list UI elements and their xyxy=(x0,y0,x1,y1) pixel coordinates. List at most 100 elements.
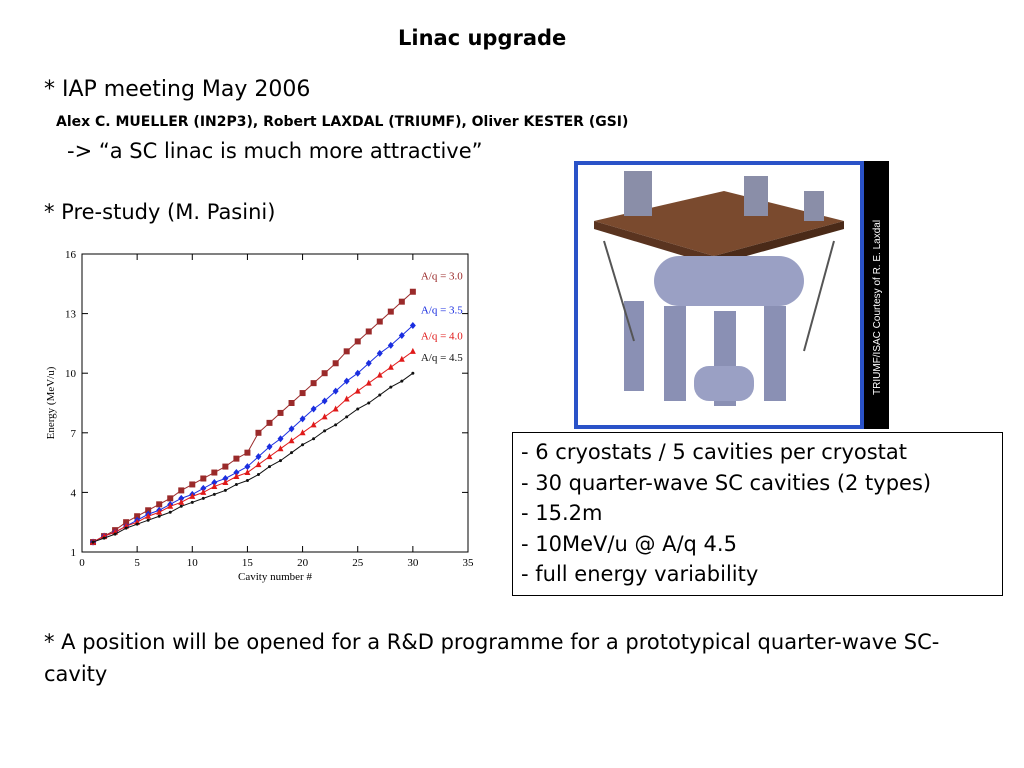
data-point xyxy=(321,370,328,377)
data-point xyxy=(277,435,284,443)
data-point xyxy=(323,429,327,433)
data-point xyxy=(244,463,251,471)
data-point xyxy=(301,443,305,447)
data-point xyxy=(266,453,273,460)
quote: -> “a SC linac is much more attractive” xyxy=(67,139,483,163)
caption-strip xyxy=(864,161,889,429)
data-point xyxy=(256,473,260,477)
y-tick-label: 4 xyxy=(71,487,77,499)
data-point xyxy=(378,393,382,397)
data-point xyxy=(211,478,218,486)
cryostat-photo: TRIUMF/ISAC Courtesy of R. E. Laxdal xyxy=(574,161,889,429)
y-tick-label: 10 xyxy=(65,368,77,380)
data-point xyxy=(189,492,196,499)
data-point xyxy=(178,487,185,494)
series-line xyxy=(92,325,414,543)
data-point xyxy=(167,495,174,502)
data-point xyxy=(376,318,383,325)
cryostat-drawing xyxy=(594,171,844,406)
info-line: - 6 cryostats / 5 cavities per cryostat xyxy=(521,440,907,464)
data-point xyxy=(244,449,251,456)
data-point xyxy=(134,513,141,520)
data-point xyxy=(299,415,306,423)
data-point xyxy=(113,532,117,536)
data-point xyxy=(409,288,416,295)
data-point xyxy=(255,429,262,436)
data-point xyxy=(233,469,240,477)
x-tick-label: 20 xyxy=(297,557,309,569)
data-point xyxy=(245,478,249,482)
data-point xyxy=(178,494,185,502)
info-line: - 15.2m xyxy=(521,501,603,525)
data-point xyxy=(365,379,372,386)
data-point xyxy=(387,308,394,315)
data-point xyxy=(376,371,383,378)
data-point xyxy=(266,443,273,451)
data-point xyxy=(91,540,95,544)
data-point xyxy=(277,409,284,416)
info-line: - 30 quarter-wave SC cavities (2 types) xyxy=(521,470,932,495)
data-point xyxy=(200,475,207,482)
data-point xyxy=(279,459,283,463)
data-point xyxy=(356,407,360,411)
data-point xyxy=(135,522,139,526)
data-point xyxy=(365,328,372,335)
data-point xyxy=(277,445,284,452)
info-box: - 6 cryostats / 5 cavities per cryostat … xyxy=(512,432,1003,596)
data-point xyxy=(299,429,306,436)
data-point xyxy=(212,492,216,496)
data-point xyxy=(312,437,316,441)
data-point xyxy=(211,482,218,489)
y-tick-label: 16 xyxy=(65,249,77,261)
data-point xyxy=(200,484,207,492)
x-tick-label: 5 xyxy=(134,557,140,569)
data-point xyxy=(234,482,238,486)
data-point xyxy=(321,397,328,405)
data-point xyxy=(343,395,350,402)
data-point xyxy=(398,298,405,305)
data-point xyxy=(365,359,372,367)
data-point xyxy=(387,341,394,349)
data-point xyxy=(334,423,338,427)
data-point xyxy=(233,473,240,480)
data-point xyxy=(102,536,106,540)
data-point xyxy=(223,488,227,492)
bullet: * IAP meeting May 2006 xyxy=(44,77,311,102)
data-point xyxy=(400,379,404,383)
data-point xyxy=(124,526,128,530)
data-point xyxy=(255,453,262,461)
data-point xyxy=(310,421,317,428)
data-point xyxy=(222,478,229,485)
data-point xyxy=(222,463,229,470)
data-point xyxy=(201,496,205,500)
info-line: - full energy variability xyxy=(521,562,759,586)
data-point xyxy=(290,451,294,455)
series-line xyxy=(92,372,414,543)
data-point xyxy=(288,437,295,444)
data-point xyxy=(222,474,229,482)
data-point xyxy=(343,377,350,385)
photo-caption: TRIUMF/ISAC Courtesy of R. E. Laxdal xyxy=(872,220,883,395)
data-point xyxy=(288,425,295,433)
data-point xyxy=(146,518,150,522)
y-tick-label: 13 xyxy=(65,309,77,321)
data-point xyxy=(409,347,416,354)
y-tick-label: 1 xyxy=(71,547,77,559)
data-point xyxy=(354,369,361,377)
data-point xyxy=(244,469,251,476)
data-point xyxy=(376,349,383,357)
data-point xyxy=(387,363,394,370)
info-line: - 10MeV/u @ A/q 4.5 xyxy=(521,531,737,556)
data-point xyxy=(179,504,183,508)
x-tick-label: 30 xyxy=(407,557,419,569)
legend-label: A/q = 3.5 xyxy=(421,305,463,317)
data-point xyxy=(398,355,405,362)
data-point xyxy=(200,488,207,495)
bullet: * Pre-study (M. Pasini) xyxy=(44,200,276,224)
data-point xyxy=(310,405,317,413)
chart: 1 4 7 10 13 16 0 5 10 15 20 25 30 35 Cavity number # En… xyxy=(45,249,474,583)
x-tick-label: 10 xyxy=(187,557,199,569)
data-point xyxy=(398,331,405,339)
data-point xyxy=(157,514,161,518)
